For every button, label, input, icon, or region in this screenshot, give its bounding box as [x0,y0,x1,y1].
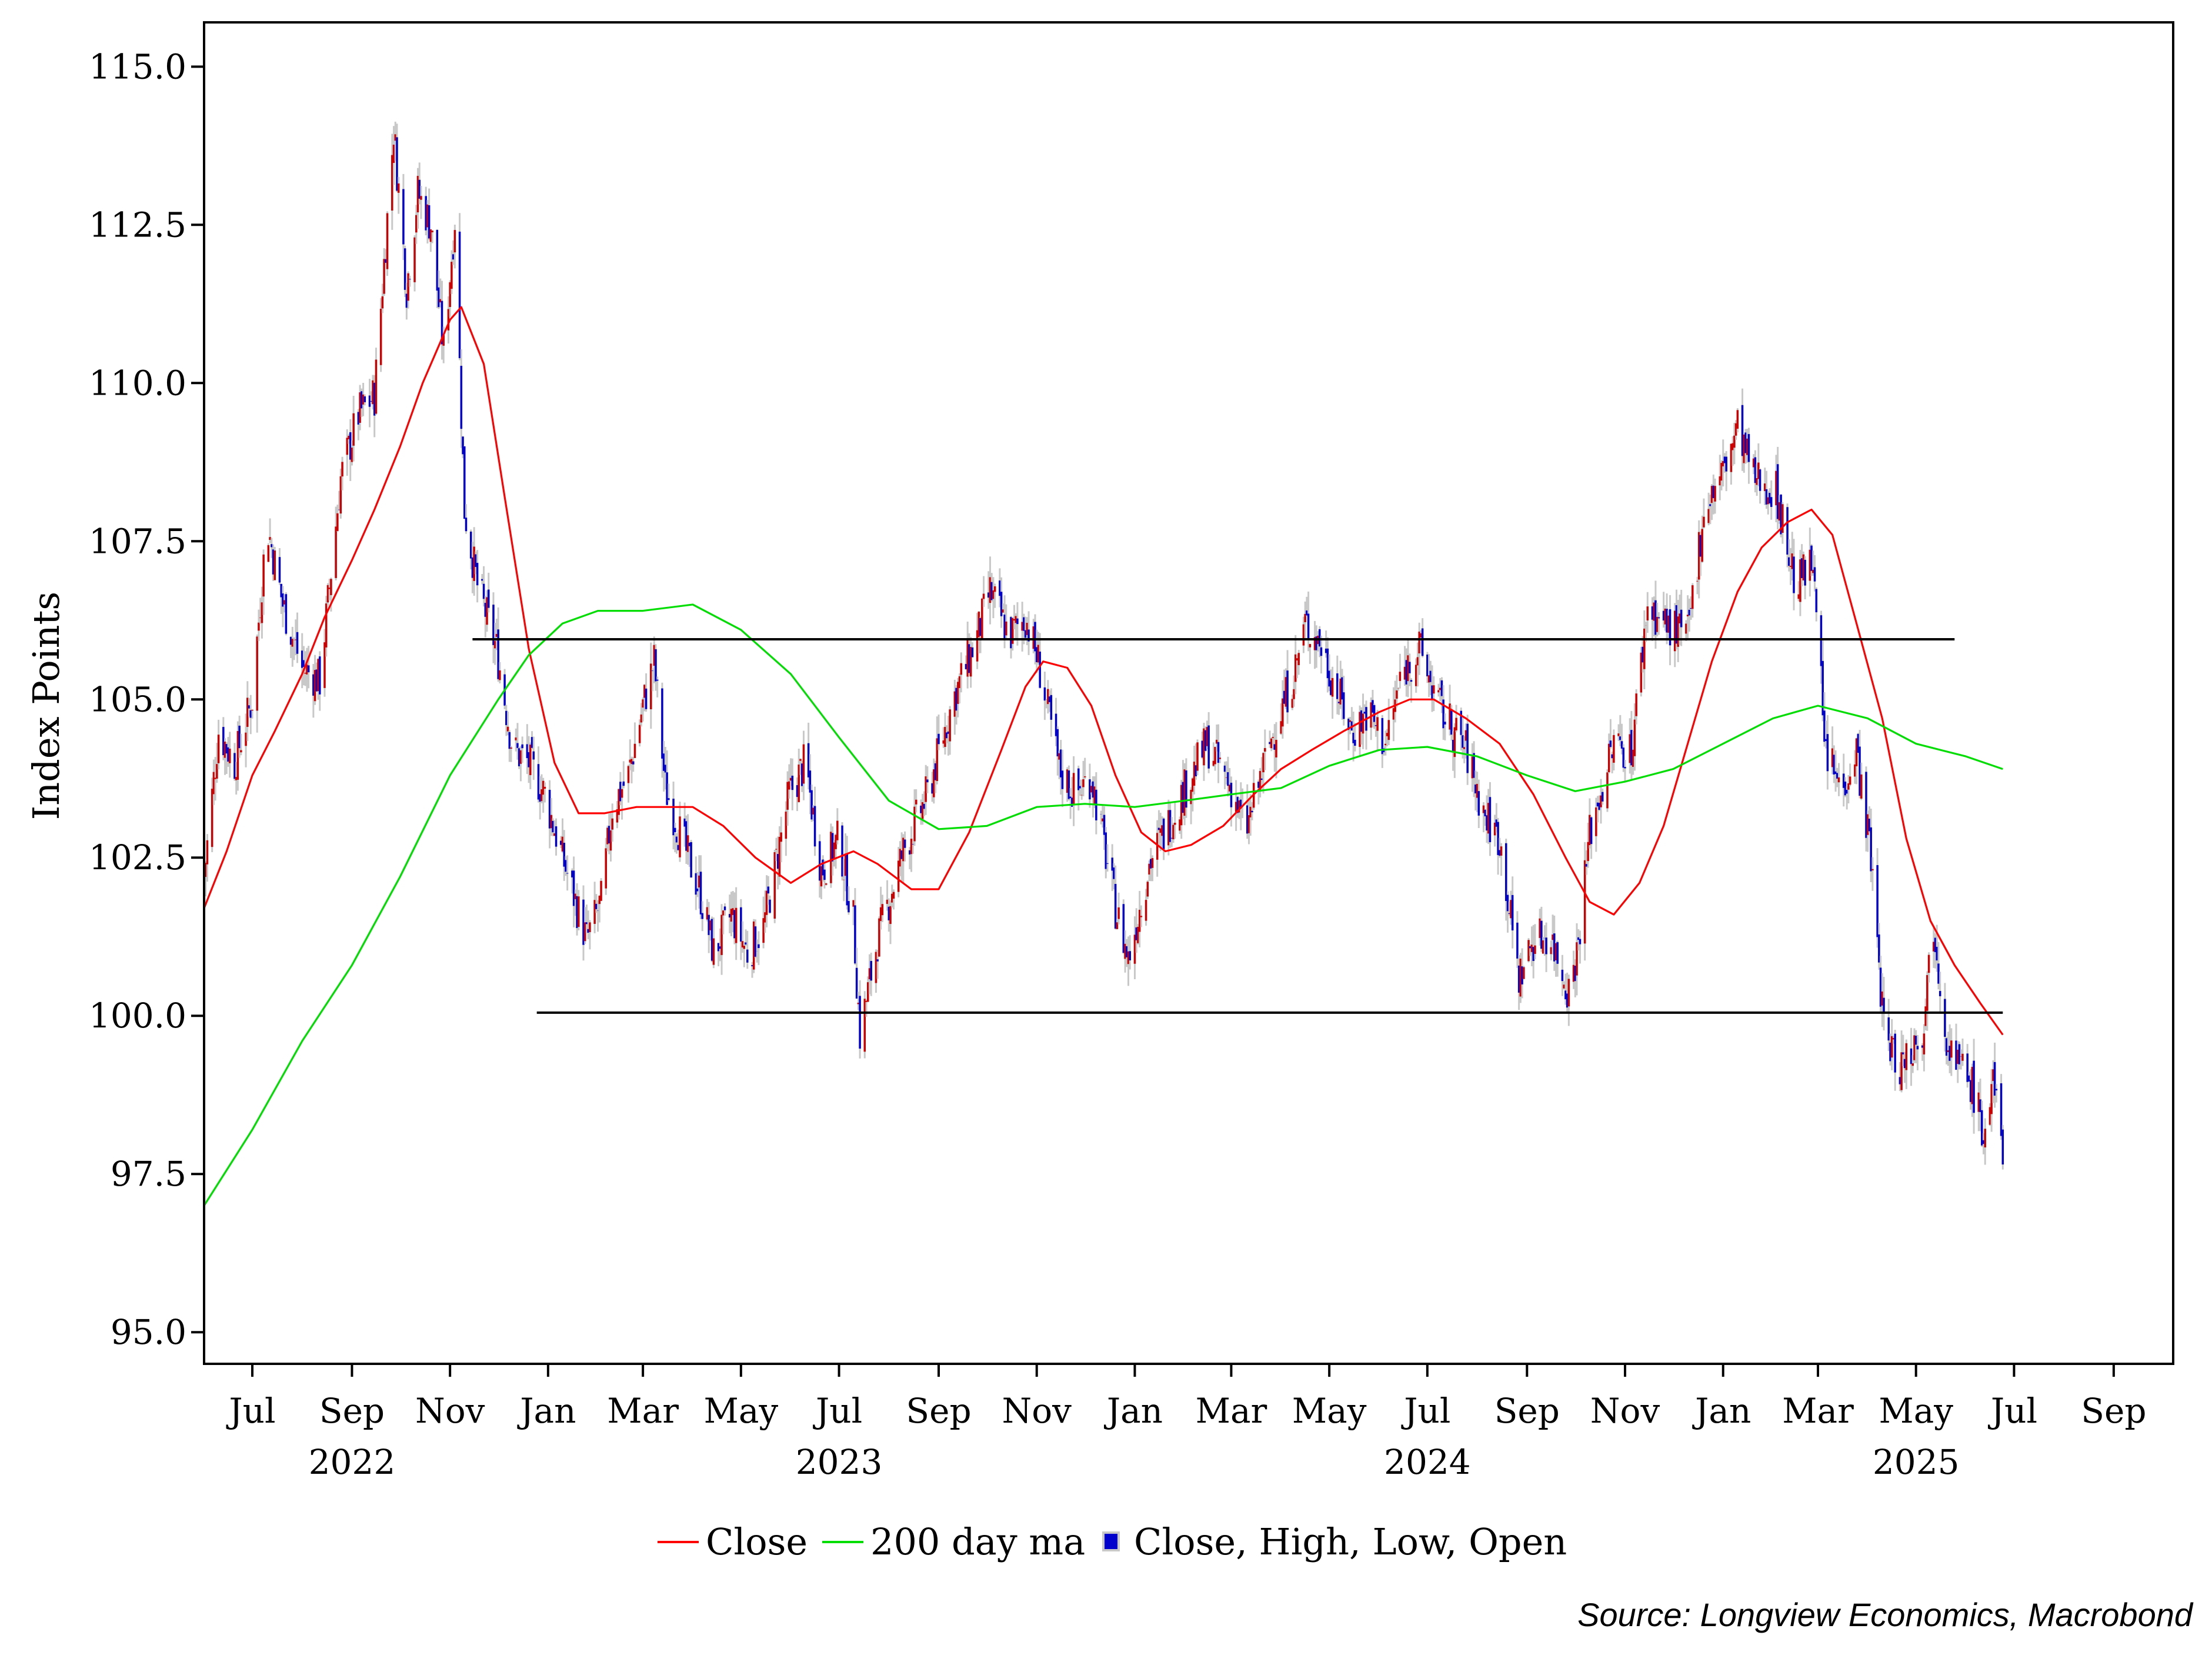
y-tick-label: 107.5 [89,521,186,561]
y-tick-label: 105.0 [89,679,186,719]
x-tick-label: Mar [1196,1391,1267,1431]
x-tick-label: Sep [2081,1391,2146,1431]
legend-label: 200 day ma [870,1520,1085,1563]
x-tick-label: Sep [319,1391,385,1431]
x-year-label: 2024 [1384,1442,1471,1482]
y-tick-label: 100.0 [89,996,186,1036]
x-tick-label: Sep [1494,1391,1560,1431]
ma200-line [203,603,2003,1206]
legend: Close 200 day ma Close, High, Low, Open [658,1520,1567,1563]
legend-label: Close [706,1520,808,1563]
y-axis: 95.0 97.5 100.0 102.5 105.0 107.5 110.0 112.5 11… [89,46,204,1352]
y-axis-title: Index Points [25,592,68,820]
close-ma-line [203,306,2004,1036]
x-tick-label: May [1879,1391,1953,1431]
x-tick-label: May [703,1391,778,1431]
y-tick-label: 95.0 [111,1312,186,1352]
x-tick-label: Nov [1002,1391,1072,1431]
y-tick-label: 110.0 [89,363,186,403]
x-axis: Jul Sep Nov Jan Mar May Jul Sep Nov Jan Mar May Jul S… [226,1364,2146,1482]
x-tick-label: Mar [607,1391,679,1431]
x-tick-label: Nov [415,1391,485,1431]
y-tick-label: 112.5 [89,205,186,245]
x-tick-label: Jan [1692,1391,1751,1431]
legend-label: Close, High, Low, Open [1134,1520,1567,1563]
ohlc-bars-layer [203,121,2004,1170]
x-tick-label: May [1292,1391,1367,1431]
x-tick-label: Jul [813,1391,862,1431]
x-tick-label: Jul [1401,1391,1450,1431]
legend-swatch [1102,1531,1120,1551]
x-tick-label: Jan [1104,1391,1163,1431]
x-tick-label: Jul [226,1391,275,1431]
x-tick-label: Sep [906,1391,971,1431]
x-year-label: 2022 [309,1442,396,1482]
x-year-label: 2025 [1873,1442,1960,1482]
series-lines-layer [203,306,2004,1206]
x-year-label: 2023 [796,1442,883,1482]
y-tick-label: 115.0 [89,46,186,86]
x-tick-label: Mar [1782,1391,1854,1431]
source-note: Source: Longview Economics, Macrobond [1577,1596,2194,1633]
x-tick-label: Jan [517,1391,576,1431]
x-tick-label: Nov [1590,1391,1660,1431]
y-tick-label: 102.5 [89,837,186,877]
x-tick-label: Jul [1988,1391,2037,1431]
y-tick-label: 97.5 [111,1154,186,1194]
plot-frame [203,21,2174,1365]
